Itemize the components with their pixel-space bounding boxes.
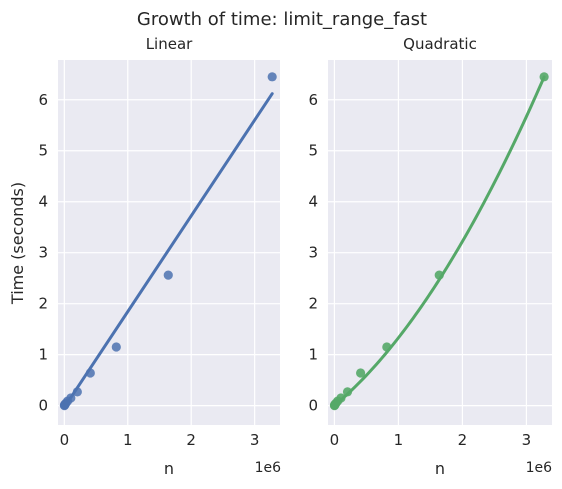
linear-plot-area [58,60,280,425]
quadratic-data-point [336,393,346,403]
quadratic-y-tick-label: 0 [308,397,318,415]
linear-y-tick-label: 3 [38,244,48,262]
quadratic-x-tick-label: 2 [458,431,468,449]
quadratic-y-tick-label: 3 [308,244,318,262]
quadratic-y-tick-label: 4 [308,193,318,211]
quadratic-tick-labels: 0 1 2 3 0 1 2 3 4 5 6 [308,91,531,449]
linear-x-offset-label: 1e6 [255,460,282,476]
quadratic-y-tick-label: 5 [308,142,318,160]
quadratic-subplot: 0 1 2 3 0 1 2 3 4 5 6 Quadratic n 1e6 [308,35,552,478]
linear-tick-labels: 0 1 2 3 0 1 2 3 4 5 6 [38,91,259,449]
linear-data-point [163,270,173,280]
quadratic-data-point [434,270,444,280]
linear-x-tick-label: 0 [60,431,70,449]
quadratic-data-points [329,72,549,411]
quadratic-grid [328,60,552,425]
quadratic-data-point [356,368,366,378]
linear-x-tick-label: 3 [250,431,260,449]
linear-data-point [66,393,76,403]
quadratic-x-axis-label: n [435,459,445,478]
linear-data-points [59,72,277,411]
linear-y-axis-label: Time (seconds) [8,182,27,305]
linear-subplot: 0 1 2 3 0 1 2 3 4 5 6 Linear n Time (seconds) 1e6 [8,35,281,478]
linear-x-tick-label: 1 [123,431,133,449]
quadratic-subplot-title: Quadratic [403,35,477,53]
linear-y-tick-label: 4 [38,193,48,211]
linear-data-point [111,342,121,352]
linear-data-point [85,368,95,378]
linear-y-tick-label: 5 [38,142,48,160]
quadratic-y-tick-label: 1 [308,346,318,364]
figure-suptitle: Growth of time: limit_range_fast [137,9,427,30]
linear-data-point [72,387,82,397]
linear-y-tick-label: 0 [38,397,48,415]
quadratic-data-point [342,387,353,397]
quadratic-x-tick-label: 0 [330,431,340,449]
linear-grid [58,60,280,425]
quadratic-y-tick-label: 6 [308,91,318,109]
linear-y-tick-label: 1 [38,346,48,364]
quadratic-y-tick-label: 2 [308,295,318,313]
linear-subplot-title: Linear [146,35,193,53]
linear-y-tick-label: 2 [38,295,48,313]
quadratic-data-point [382,342,392,352]
linear-x-axis-label: n [164,459,174,478]
linear-x-tick-label: 2 [186,431,196,449]
linear-y-tick-label: 6 [38,91,48,109]
quadratic-x-tick-label: 3 [522,431,532,449]
linear-fit-line [62,92,274,409]
quadratic-x-tick-label: 1 [394,431,404,449]
quadratic-plot-area [328,60,552,425]
quadratic-x-offset-label: 1e6 [526,460,553,476]
linear-data-point [267,72,277,82]
quadratic-data-point [539,72,549,82]
